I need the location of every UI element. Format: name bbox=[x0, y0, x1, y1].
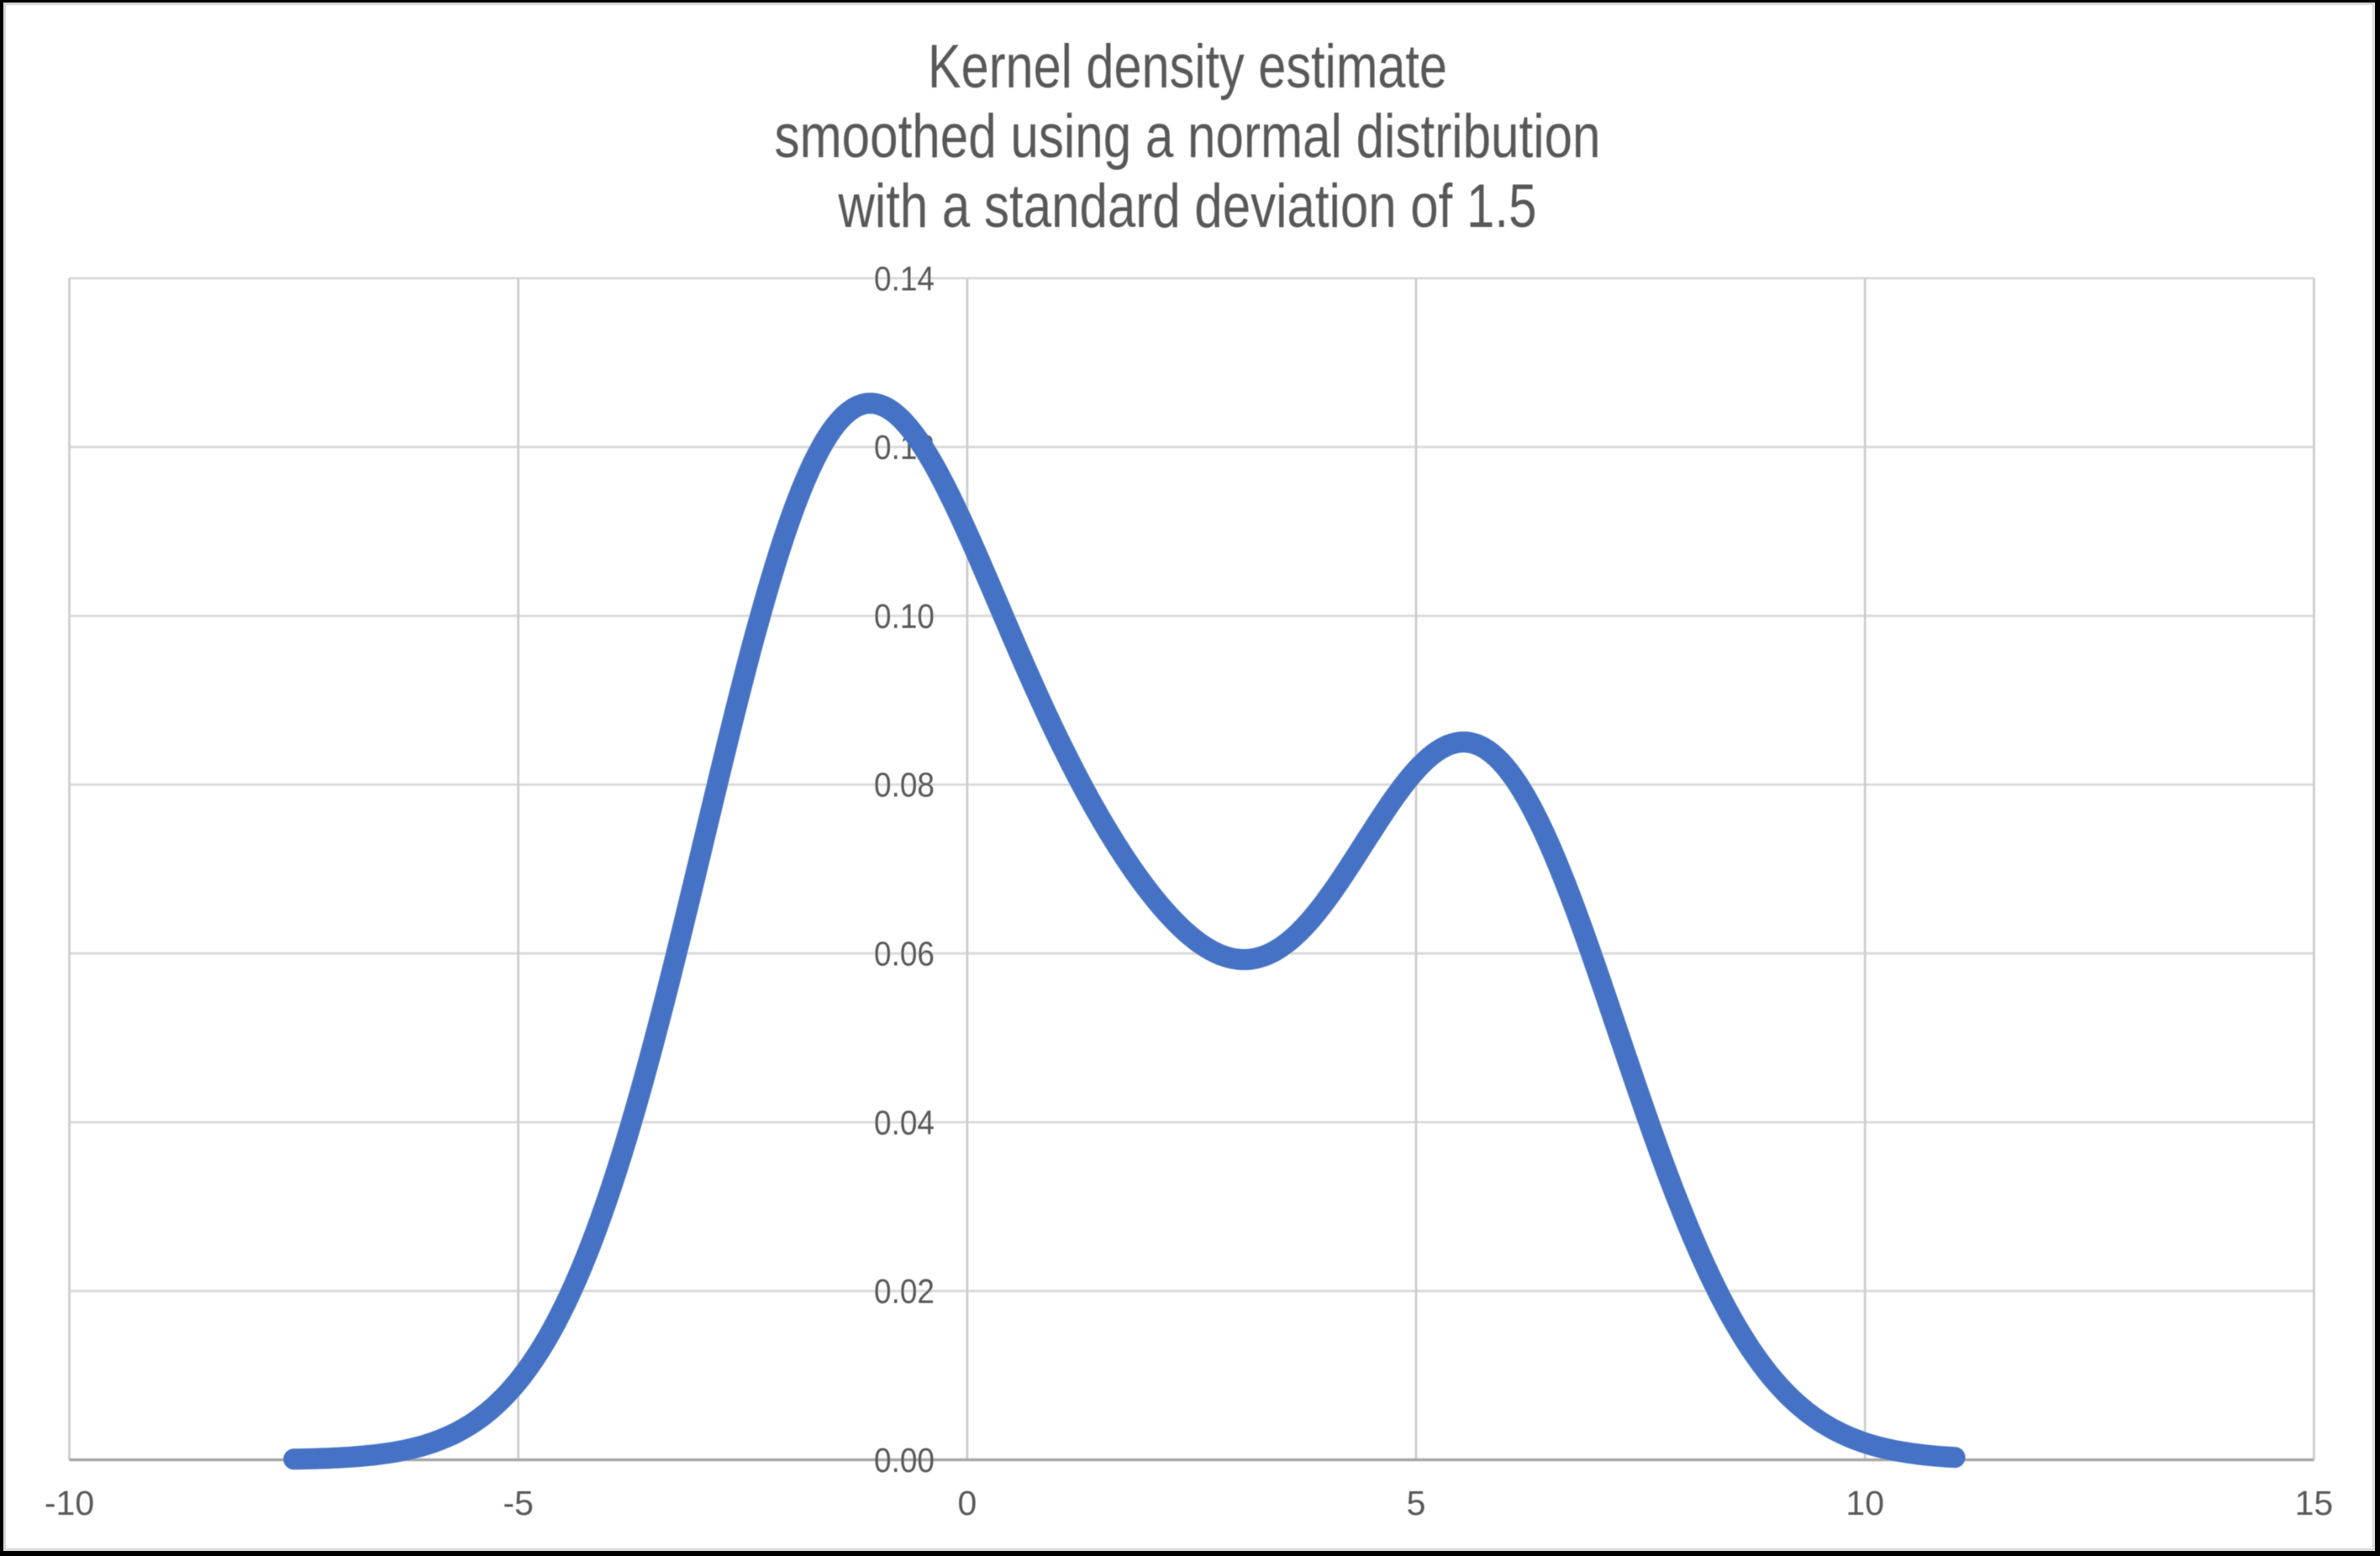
svg-text:0.06: 0.06 bbox=[874, 935, 935, 973]
svg-text:with a standard deviation of 1: with a standard deviation of 1.5 bbox=[838, 172, 1537, 240]
svg-text:0.10: 0.10 bbox=[874, 597, 935, 636]
svg-text:0.14: 0.14 bbox=[874, 259, 935, 298]
svg-text:0.00: 0.00 bbox=[874, 1441, 935, 1480]
svg-text:0.02: 0.02 bbox=[874, 1272, 935, 1311]
svg-text:0.04: 0.04 bbox=[874, 1103, 935, 1142]
svg-text:-10: -10 bbox=[45, 1484, 94, 1522]
svg-text:15: 15 bbox=[2295, 1484, 2334, 1522]
svg-text:smoothed using a normal distri: smoothed using a normal distribution bbox=[775, 103, 1601, 171]
svg-text:0.08: 0.08 bbox=[874, 766, 935, 804]
svg-text:Kernel density estimate: Kernel density estimate bbox=[928, 33, 1447, 101]
svg-text:5: 5 bbox=[1407, 1484, 1426, 1522]
svg-text:10: 10 bbox=[1846, 1484, 1884, 1522]
svg-text:0: 0 bbox=[957, 1484, 977, 1522]
svg-text:-5: -5 bbox=[503, 1484, 533, 1522]
